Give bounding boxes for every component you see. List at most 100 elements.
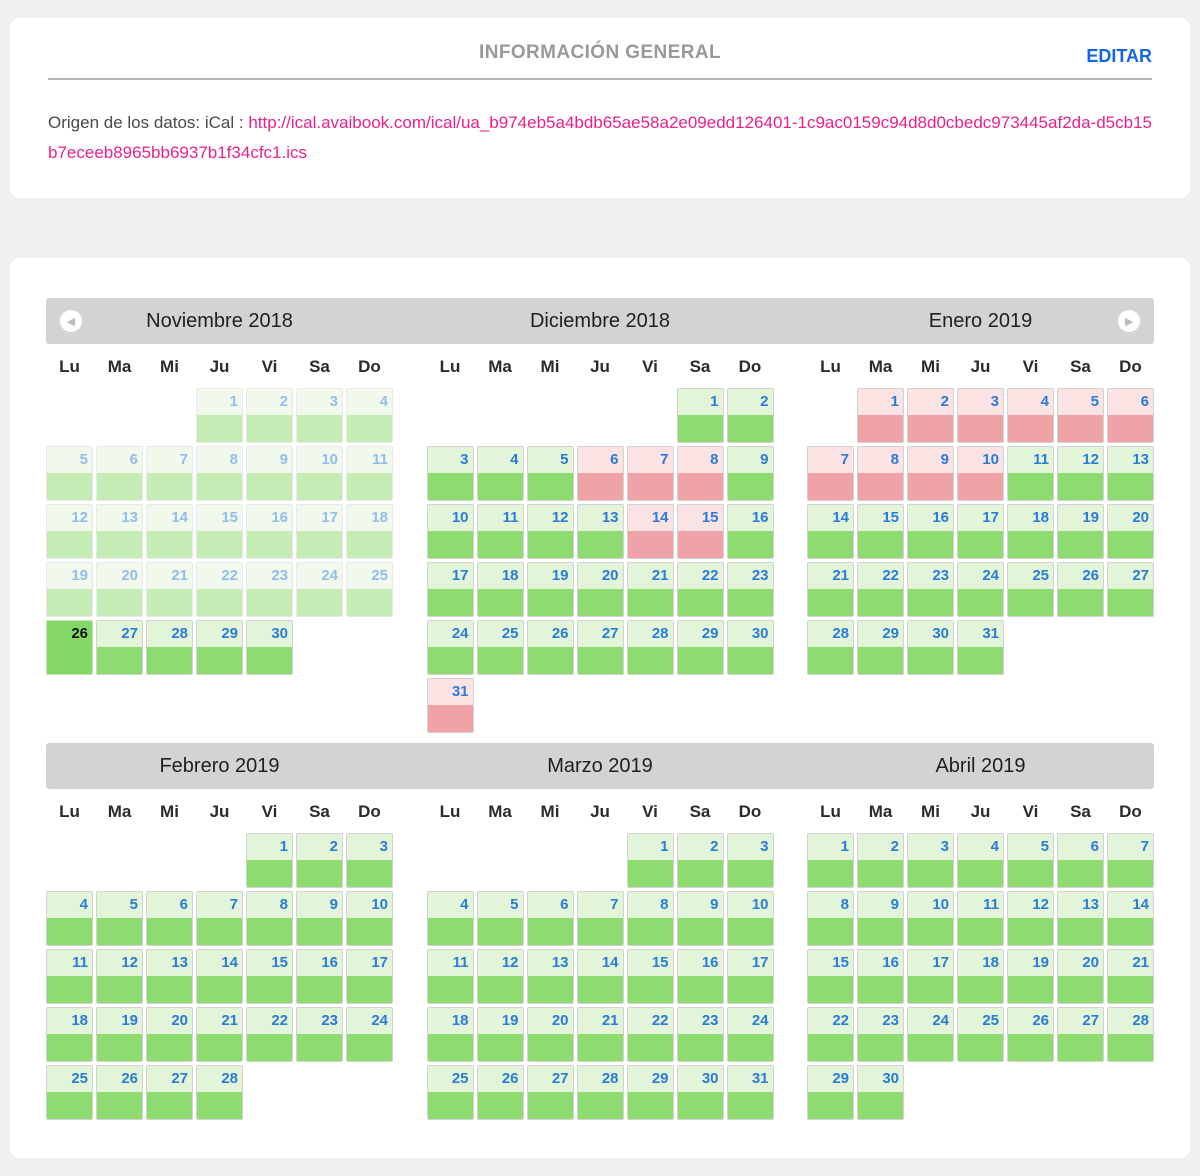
days-grid: 1 2 3 4 5 6 7 8 9 10 11 12 13 14 15 16 17 18 19 20 21 22 23 24 2… (46, 388, 393, 675)
availability-bar (908, 473, 953, 500)
availability-bar (1108, 976, 1153, 1003)
day-cell: 16 (296, 949, 343, 1004)
weekday-label: Sa (689, 802, 711, 821)
weekday-header: Lu Ma Mi Ju Vi Sa Do (427, 357, 774, 377)
availability-bar (427, 531, 473, 558)
availability-bar (247, 860, 292, 887)
day-number: 1 (627, 834, 673, 860)
chevron-right-icon: ▸ (1125, 312, 1133, 330)
availability-bar (677, 647, 723, 674)
day-cell: 5 (1007, 833, 1054, 888)
weekday-label: Do (738, 357, 762, 376)
day-number: 11 (427, 950, 473, 976)
day-number: 15 (677, 505, 723, 531)
day-number: 20 (527, 1008, 573, 1034)
availability-bar (677, 473, 723, 500)
day-number: 15 (197, 505, 242, 531)
weekday-label: Lu (59, 802, 80, 821)
day-number: 25 (47, 1066, 92, 1092)
days-grid: 1 2 3 4 5 6 7 8 9 10 11 12 13 14 15 16 17 18 19 20 21 22 23 24 2… (46, 833, 393, 1120)
day-cell: 8 (676, 446, 724, 501)
day-cell: 19 (96, 1007, 143, 1062)
availability-bar (297, 531, 342, 558)
day-number: 9 (297, 892, 342, 918)
day-cell: 18 (476, 562, 524, 617)
day-cell: 4 (426, 891, 474, 946)
day-number: 23 (858, 1008, 903, 1034)
day-number: 13 (97, 505, 142, 531)
day-cell: 26 (96, 1065, 143, 1120)
day-cell: 14 (196, 949, 243, 1004)
day-cell: 13 (146, 949, 193, 1004)
day-cell: 20 (96, 562, 143, 617)
availability-bar (1108, 1034, 1153, 1061)
availability-bar (477, 589, 523, 616)
month-calendar: Lu Ma Mi Ju Vi Sa Do 1 2 3 4 5 6 7 8 9 10 11 12 13 14 15 16 17 1… (46, 802, 393, 1120)
availability-bar (1008, 860, 1053, 887)
day-number: 8 (197, 447, 242, 473)
day-number: 3 (958, 389, 1003, 415)
day-cell: 10 (426, 504, 474, 559)
day-cell: 18 (1007, 504, 1054, 559)
day-cell: 16 (676, 949, 724, 1004)
weekday-label: Vi (261, 357, 278, 376)
day-cell: 15 (857, 504, 904, 559)
weekday-label: Lu (439, 802, 461, 821)
day-cell: 17 (296, 504, 343, 559)
availability-bar (908, 976, 953, 1003)
edit-button[interactable]: EDITAR (1086, 46, 1152, 66)
availability-bar (427, 976, 473, 1003)
ical-url-link[interactable]: http://ical.avaibook.com/ical/ua_b974eb5… (48, 113, 1152, 162)
day-cell: 10 (907, 891, 954, 946)
day-cell: 18 (957, 949, 1004, 1004)
day-number: 15 (808, 950, 853, 976)
availability-bar (908, 589, 953, 616)
day-number: 16 (908, 505, 953, 531)
next-month-button[interactable]: ▸ (1118, 310, 1140, 332)
weekday-label: Vi (642, 357, 658, 376)
day-number: 27 (147, 1066, 192, 1092)
availability-bar (677, 1034, 723, 1061)
day-number: 13 (527, 950, 573, 976)
day-cell: 28 (576, 1065, 624, 1120)
availability-bar (627, 918, 673, 945)
availability-bar (97, 918, 142, 945)
day-number: 31 (958, 621, 1003, 647)
availability-bar (197, 976, 242, 1003)
day-number: 22 (247, 1008, 292, 1034)
weekday-label: Ma (868, 802, 893, 821)
day-number: 4 (958, 834, 1003, 860)
availability-bar (347, 1034, 392, 1061)
day-cell: 30 (676, 1065, 724, 1120)
day-number: 4 (1008, 389, 1053, 415)
availability-bar (958, 1034, 1003, 1061)
availability-bar (1058, 976, 1103, 1003)
day-cell: 1 (857, 388, 904, 443)
day-number: 29 (627, 1066, 673, 1092)
prev-month-button[interactable]: ◂ (60, 310, 82, 332)
day-number: 10 (297, 447, 342, 473)
day-number: 11 (477, 505, 523, 531)
day-number: 7 (197, 892, 242, 918)
day-number: 2 (297, 834, 342, 860)
day-number: 30 (247, 621, 292, 647)
day-number: 24 (347, 1008, 392, 1034)
day-cell: 27 (576, 620, 624, 675)
availability-bar (727, 647, 773, 674)
day-number: 15 (858, 505, 903, 531)
availability-bar (627, 1092, 673, 1119)
day-cell: 8 (626, 891, 674, 946)
day-cell: 26 (476, 1065, 524, 1120)
day-cell: 19 (526, 562, 574, 617)
day-number: 12 (47, 505, 92, 531)
day-number: 21 (808, 563, 853, 589)
ical-source-line: Origen de los datos: iCal : http://ical.… (48, 108, 1152, 168)
day-cell: 9 (726, 446, 774, 501)
day-number: 31 (727, 1066, 773, 1092)
day-number: 12 (477, 950, 523, 976)
day-number: 13 (577, 505, 623, 531)
day-cell: 12 (1007, 891, 1054, 946)
weekday-label: Ma (488, 802, 512, 821)
day-number: 8 (247, 892, 292, 918)
header-divider (48, 78, 1152, 80)
